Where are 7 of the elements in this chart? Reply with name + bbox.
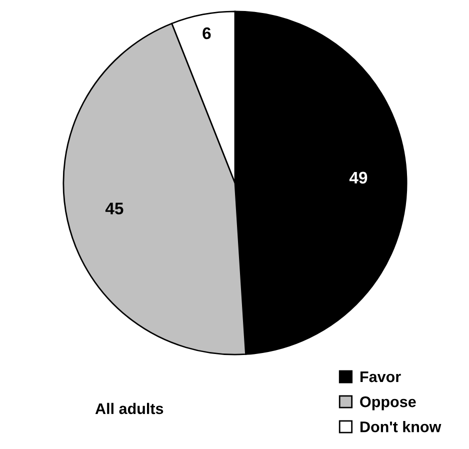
data-label: 49 bbox=[349, 172, 368, 184]
legend-label: Favor bbox=[360, 372, 401, 382]
data-label: 45 bbox=[105, 202, 124, 214]
legend-label: Oppose bbox=[360, 396, 416, 410]
data-label: 6 bbox=[202, 27, 211, 40]
text: All adults bbox=[95, 402, 164, 414]
legend-label: Don't know bbox=[360, 421, 442, 432]
